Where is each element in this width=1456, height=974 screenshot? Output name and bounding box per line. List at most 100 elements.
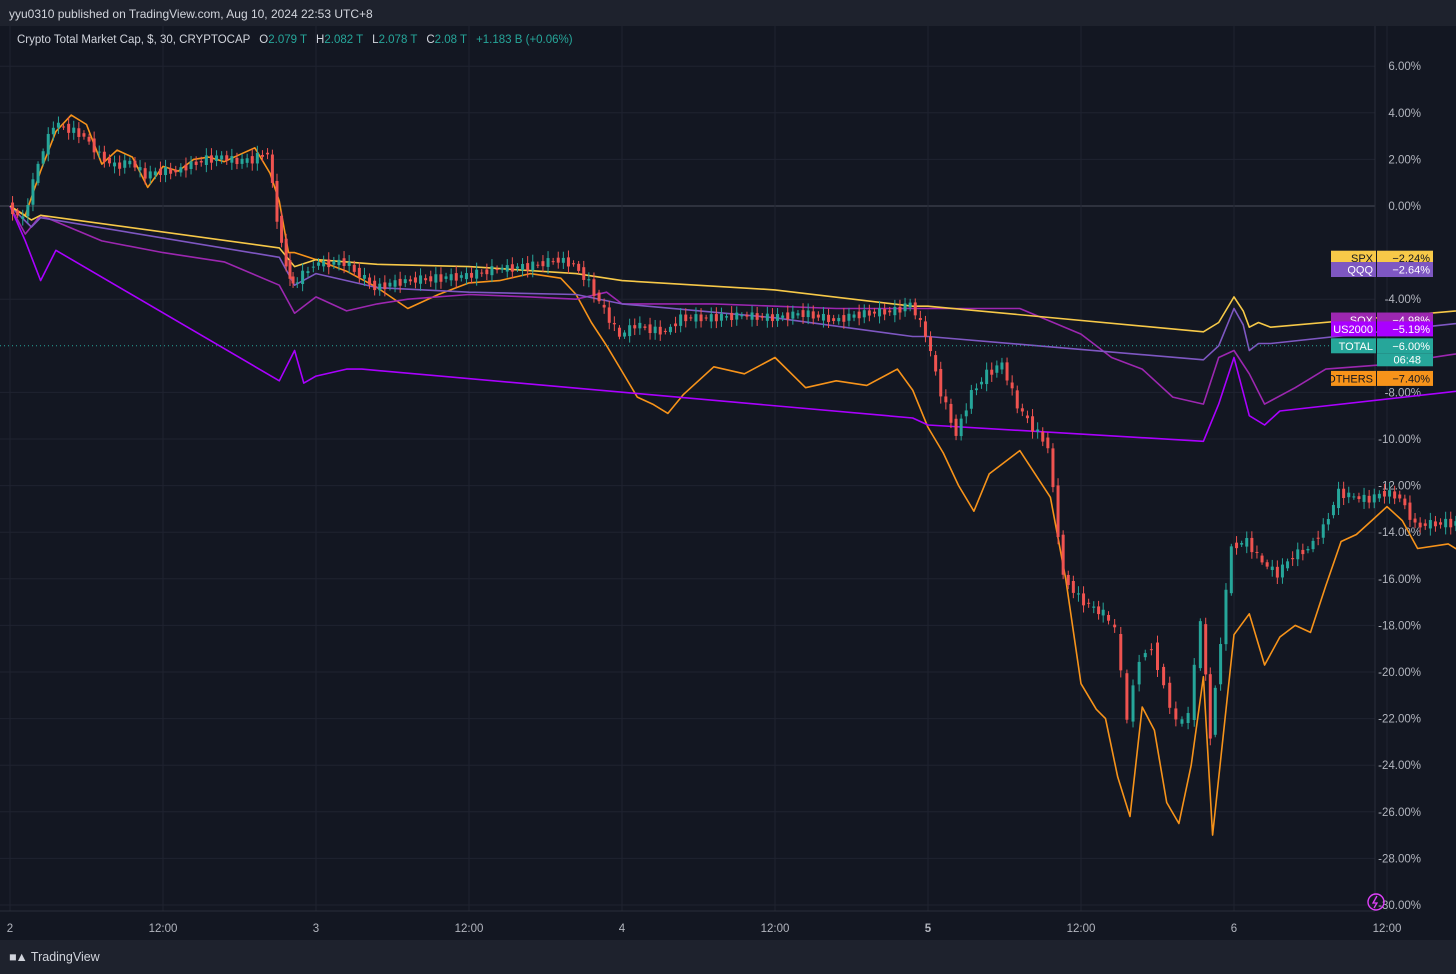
total-candle-body bbox=[485, 269, 489, 275]
total-candle-body bbox=[964, 410, 968, 417]
total-candle-body bbox=[21, 216, 25, 219]
total-candle-body bbox=[311, 266, 315, 268]
total-candle-body bbox=[1423, 523, 1427, 526]
total-candle-body bbox=[674, 323, 678, 327]
total-candle-body bbox=[255, 152, 259, 164]
total-candle-body bbox=[872, 311, 876, 314]
total-candle-body bbox=[133, 160, 137, 168]
total-candle-body bbox=[1168, 682, 1172, 708]
total-candle-body bbox=[41, 151, 45, 164]
total-candle-body bbox=[1377, 493, 1381, 499]
total-candle-body bbox=[1321, 524, 1325, 538]
series-tag-qqq bbox=[1331, 262, 1376, 278]
total-candle-body bbox=[602, 304, 606, 308]
total-candle-body bbox=[1326, 518, 1330, 525]
total-candle-body bbox=[1260, 555, 1264, 563]
total-candle-body bbox=[847, 313, 851, 321]
total-candle-body bbox=[342, 258, 346, 266]
tradingview-mark-icon: ■▲ bbox=[9, 950, 28, 964]
total-candle-body bbox=[551, 261, 555, 263]
total-candle-body bbox=[1025, 415, 1029, 419]
total-candle-body bbox=[1036, 429, 1040, 432]
tradingview-logo[interactable]: ■▲ TradingView bbox=[9, 950, 100, 964]
total-candle-body bbox=[1331, 504, 1335, 516]
y-tick-label: -20.00% bbox=[1378, 667, 1421, 679]
x-tick-label: 12:00 bbox=[761, 923, 790, 935]
total-candle-body bbox=[1337, 488, 1341, 509]
total-candle-body bbox=[51, 127, 55, 135]
total-candle-body bbox=[857, 311, 861, 319]
total-candle-body bbox=[1418, 522, 1422, 528]
total-candle-body bbox=[1198, 621, 1202, 669]
chart-area[interactable]: 6.00%4.00%2.00%0.00%-4.00%-8.00%-10.00%-… bbox=[0, 26, 1456, 940]
total-candle-body bbox=[72, 127, 76, 133]
total-candle-body bbox=[515, 266, 519, 269]
total-candle-body bbox=[357, 267, 361, 278]
x-tick-label: 12:00 bbox=[1067, 923, 1096, 935]
total-candle-body bbox=[1082, 593, 1086, 606]
y-tick-label: -4.00% bbox=[1385, 294, 1421, 306]
y-tick-label: -22.00% bbox=[1378, 714, 1421, 726]
total-candle-body bbox=[470, 272, 474, 278]
series-tag-total bbox=[1331, 338, 1376, 354]
total-candle-body bbox=[1224, 589, 1228, 645]
total-candle-body bbox=[1265, 562, 1269, 567]
total-candle-body bbox=[408, 279, 412, 282]
total-candle-body bbox=[1433, 521, 1437, 527]
total-candle-body bbox=[383, 282, 387, 290]
total-candle-body bbox=[1306, 548, 1310, 551]
y-tick-label: -12.00% bbox=[1378, 481, 1421, 493]
total-candle-body bbox=[980, 381, 984, 385]
total-candle-body bbox=[322, 260, 326, 267]
total-candle-body bbox=[903, 303, 907, 312]
total-candle-body bbox=[888, 310, 892, 313]
brand-name: TradingView bbox=[30, 950, 100, 964]
total-candle-body bbox=[209, 155, 213, 163]
total-candle-body bbox=[628, 325, 632, 337]
series-value-label: −2.64% bbox=[1392, 265, 1430, 277]
total-candle-body bbox=[288, 260, 292, 279]
legend-c-key: C bbox=[426, 34, 435, 46]
total-candle-body bbox=[327, 259, 331, 268]
total-candle-body bbox=[1000, 362, 1004, 370]
total-candle-body bbox=[1092, 606, 1096, 608]
total-candle-body bbox=[663, 330, 667, 332]
total-candle-body bbox=[612, 323, 616, 325]
total-candle-body bbox=[1174, 708, 1178, 720]
total-candle-body bbox=[275, 180, 279, 222]
total-candle-body bbox=[852, 314, 856, 318]
total-candle-body bbox=[403, 279, 407, 284]
x-tick-label: 12:00 bbox=[455, 923, 484, 935]
total-candle-body bbox=[842, 315, 846, 322]
total-candle-body bbox=[969, 390, 973, 409]
total-candle-body bbox=[1031, 416, 1035, 432]
total-candle-body bbox=[495, 269, 499, 271]
total-candle-body bbox=[929, 336, 933, 352]
total-candle-body bbox=[148, 171, 152, 179]
total-candle-body bbox=[923, 321, 927, 337]
total-candle-body bbox=[949, 403, 953, 423]
total-candle-body bbox=[434, 274, 438, 283]
publish-header: yyu0310 published on TradingView.com, Au… bbox=[0, 0, 1456, 26]
total-candle-body bbox=[959, 418, 963, 437]
total-candle-body bbox=[1125, 673, 1129, 720]
total-candle-body bbox=[1066, 574, 1070, 586]
total-candle-body bbox=[1208, 674, 1212, 739]
total-candle-body bbox=[918, 317, 922, 321]
total-candle-body bbox=[429, 276, 433, 282]
total-candle-body bbox=[1046, 437, 1050, 449]
total-candle-body bbox=[1255, 551, 1259, 553]
total-candle-body bbox=[1131, 685, 1135, 722]
series-name-label: TOTAL bbox=[1339, 341, 1373, 353]
symbol-title: Crypto Total Market Cap, $, 30, CRYPTOCA… bbox=[17, 34, 251, 46]
total-candle-body bbox=[230, 156, 234, 163]
total-candle-body bbox=[883, 309, 887, 315]
lightning-bolt-icon bbox=[1371, 895, 1379, 909]
total-candle-body bbox=[694, 314, 698, 322]
total-candle-body bbox=[1005, 362, 1009, 381]
x-tick-label: 5 bbox=[925, 923, 932, 935]
total-candle-body bbox=[821, 313, 825, 321]
total-candle-body bbox=[765, 313, 769, 321]
total-candle-body bbox=[878, 308, 882, 317]
series-value-tag-others bbox=[1377, 370, 1433, 386]
